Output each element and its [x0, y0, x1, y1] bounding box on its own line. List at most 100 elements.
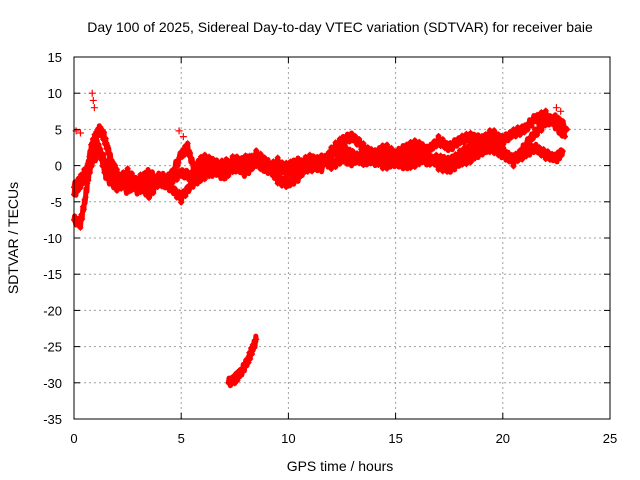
data-point [495, 131, 502, 138]
data-point [418, 152, 425, 159]
data-point [128, 170, 135, 177]
data-point [469, 150, 476, 157]
data-point [306, 161, 313, 168]
data-point [463, 130, 470, 137]
data-point [446, 146, 453, 153]
data-point [276, 171, 283, 178]
data-point [257, 150, 264, 157]
data-point [364, 158, 371, 165]
y-tick-label: 0 [55, 159, 62, 174]
data-point [165, 171, 172, 178]
data-point [274, 167, 281, 174]
data-point [508, 152, 515, 159]
data-point [435, 132, 442, 139]
data-point [192, 165, 199, 172]
y-tick-label: -5 [50, 195, 62, 210]
data-point [540, 116, 547, 123]
data-point [285, 166, 292, 173]
data-point [493, 143, 500, 150]
data-point [525, 139, 532, 146]
data-point [480, 145, 487, 152]
data-point [538, 152, 545, 159]
data-point [218, 170, 225, 177]
data-point [154, 184, 161, 191]
data-point [561, 133, 568, 140]
outlier-point [557, 107, 565, 115]
data-point [101, 163, 108, 170]
data-point [531, 126, 538, 133]
data-point [431, 161, 438, 168]
y-axis-label: SDTVAR / TECUs [5, 182, 21, 294]
data-point [229, 169, 236, 176]
data-point [105, 149, 112, 156]
data-point [411, 164, 418, 171]
data-point [89, 158, 96, 165]
data-point [444, 168, 451, 175]
data-point [538, 127, 545, 134]
data-point [456, 147, 463, 154]
data-point [506, 155, 513, 162]
data-point [336, 135, 343, 142]
data-point [182, 192, 189, 199]
data-point [540, 146, 547, 153]
data-point [375, 157, 382, 164]
data-point [137, 171, 144, 178]
data-point [512, 133, 519, 140]
data-point [414, 144, 421, 151]
data-point [384, 165, 391, 172]
data-point [489, 134, 496, 141]
data-point [420, 143, 427, 150]
data-point [278, 182, 285, 189]
data-point [281, 174, 288, 181]
data-point [366, 153, 373, 160]
data-point [77, 171, 84, 178]
data-point [332, 139, 339, 146]
data-point [542, 107, 549, 114]
data-point [248, 152, 255, 159]
data-point [560, 127, 567, 134]
data-point [120, 169, 127, 176]
data-point [339, 151, 345, 158]
outlier-markers [72, 89, 565, 141]
data-point [285, 177, 292, 184]
x-tick-label: 5 [178, 431, 185, 446]
data-point [283, 159, 290, 166]
data-point [248, 351, 255, 358]
data-point [306, 151, 313, 158]
data-point [556, 125, 563, 132]
data-point [158, 181, 165, 188]
x-tick-label: 25 [603, 431, 617, 446]
data-point [452, 141, 459, 148]
data-point [253, 163, 260, 170]
data-point [356, 135, 363, 142]
data-point [354, 141, 361, 148]
data-point [354, 152, 361, 159]
x-tick-label: 10 [281, 431, 295, 446]
data-point [467, 159, 474, 166]
data-point [257, 166, 264, 173]
data-point [126, 188, 133, 195]
data-point [407, 139, 414, 146]
y-tick-label: -30 [43, 376, 62, 391]
data-point [298, 158, 305, 165]
data-point [437, 158, 444, 165]
outlier-point [89, 96, 97, 104]
data-point [126, 176, 133, 183]
data-point [519, 156, 526, 163]
data-point [259, 159, 266, 166]
markers-track-c [71, 140, 566, 206]
data-point [362, 149, 369, 156]
data-point [250, 345, 257, 352]
data-point [330, 150, 337, 157]
data-point [223, 168, 230, 175]
data-point [236, 162, 243, 169]
data-point [467, 130, 474, 137]
data-point [514, 158, 521, 165]
y-tick-label: 10 [48, 86, 62, 101]
data-point [81, 166, 88, 173]
data-point [210, 156, 217, 163]
data-point [107, 165, 114, 172]
data-point [100, 151, 107, 158]
data-point [351, 132, 358, 139]
data-point [433, 156, 440, 163]
